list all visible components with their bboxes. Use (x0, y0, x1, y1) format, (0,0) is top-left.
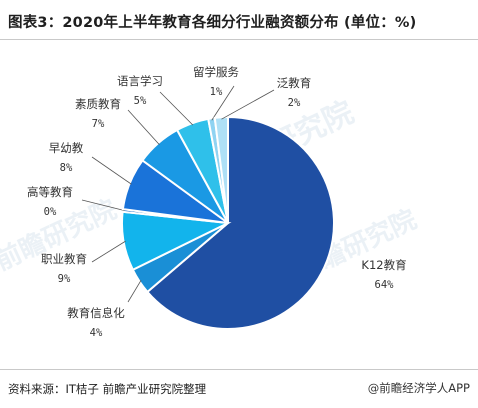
leader-line (221, 89, 275, 120)
slice-label: 语言学习 (117, 74, 163, 88)
chart-title: 图表3：2020年上半年教育各细分行业融资额分布 (单位：%) (8, 15, 417, 31)
slice-label: 早幼教 (49, 141, 84, 155)
slice-value-label: 1% (210, 86, 223, 98)
brand-text: @前瞻经济学人APP (367, 381, 470, 395)
slice-label: 教育信息化 (67, 306, 125, 320)
leader-line (81, 199, 125, 212)
slice-label: 留学服务 (193, 65, 239, 79)
chart-area: 前瞻产业研究院 前瞻研究院 前瞻研究院 K12教育64%教育信息化4%职业教育9… (0, 40, 478, 368)
slice-value-label: 4% (90, 327, 103, 339)
leader-line (91, 156, 132, 185)
slice-label: 泛教育 (277, 76, 312, 90)
leader-line (211, 85, 235, 121)
slice-label: K12教育 (361, 258, 406, 272)
slice-value-label: 64% (375, 279, 395, 291)
slice-label: 素质教育 (75, 97, 121, 111)
source-note: 资料来源：IT桔子 前瞻产业研究院整理 (8, 382, 207, 396)
leader-line (91, 240, 126, 263)
slice-value-label: 2% (288, 97, 301, 109)
slice-value-label: 0% (44, 206, 57, 218)
brand-credit: @前瞻经济学人APP (368, 380, 470, 396)
pie-slice (213, 115, 229, 224)
leader-line (127, 109, 160, 146)
slice-value-label: 5% (134, 95, 147, 107)
title-divider (0, 39, 478, 40)
leader-line (127, 279, 142, 303)
footer: 资料来源：IT桔子 前瞻产业研究院整理 @前瞻经济学人APP (0, 368, 478, 408)
pie-chart: K12教育 64% 教育信息化 4% 职业教育 9% 高等教育 0% 早幼教 8% 素质教育 7% 语言… (27, 65, 407, 339)
slice-label: 高等教育 (27, 185, 73, 199)
leader-line (159, 91, 194, 126)
slice-label: 职业教育 (41, 252, 87, 266)
title-bar: 图表3：2020年上半年教育各细分行业融资额分布 (单位：%) (0, 0, 478, 40)
slice-value-label: 9% (58, 273, 71, 285)
slice-value-label: 7% (92, 118, 105, 130)
footer-divider (0, 369, 478, 370)
slice-value-label: 8% (60, 162, 73, 174)
pie-slice (146, 115, 335, 330)
